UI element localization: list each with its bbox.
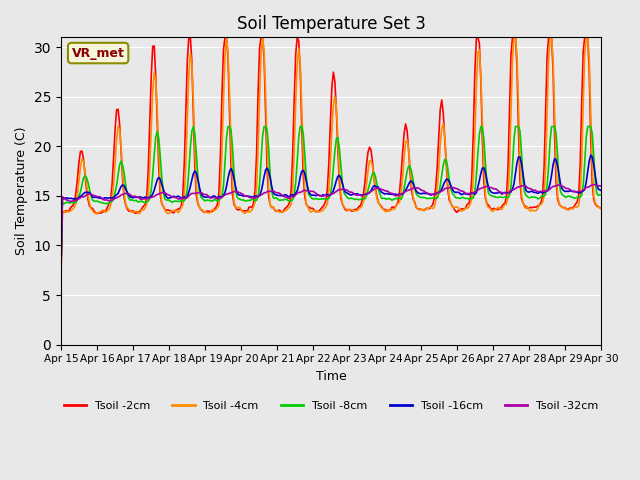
Legend: Tsoil -2cm, Tsoil -4cm, Tsoil -8cm, Tsoil -16cm, Tsoil -32cm: Tsoil -2cm, Tsoil -4cm, Tsoil -8cm, Tsoi… bbox=[60, 397, 603, 416]
X-axis label: Time: Time bbox=[316, 370, 346, 383]
Y-axis label: Soil Temperature (C): Soil Temperature (C) bbox=[15, 127, 28, 255]
Title: Soil Temperature Set 3: Soil Temperature Set 3 bbox=[237, 15, 426, 33]
Text: VR_met: VR_met bbox=[72, 47, 125, 60]
